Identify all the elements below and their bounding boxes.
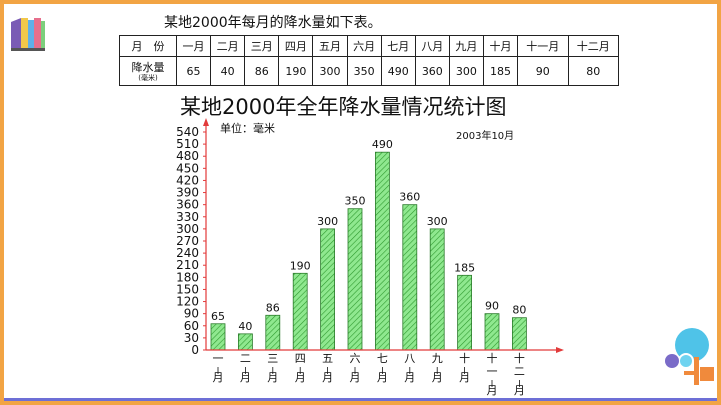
x-tick-label: 三月 <box>267 352 278 384</box>
bar-value-label: 490 <box>372 138 393 151</box>
bar <box>374 151 390 351</box>
bar-value-label: 300 <box>427 215 448 228</box>
x-tick-label: 五月 <box>322 352 333 384</box>
month-cell: 八月 <box>414 35 450 57</box>
x-tick-label: 六月 <box>350 352 361 384</box>
y-tick-label: 510 <box>176 137 199 151</box>
bar-value-label: 190 <box>290 259 311 272</box>
chart-title: 某地2000年全年降水量情况统计图 <box>180 95 506 119</box>
slide: 某地2000年每月的降水量如下表。 月 份 一月 二月 三月 四月 五月 六月 七月 八月 九月… <box>4 4 717 401</box>
month-cell: 十一月 <box>517 35 569 57</box>
y-tick-label: 210 <box>176 258 199 272</box>
bar <box>292 272 308 351</box>
x-tick-label: 一月 <box>213 352 224 384</box>
bar-value-label: 80 <box>512 304 526 317</box>
y-tick-label: 180 <box>176 270 199 284</box>
y-axis-arrow <box>203 118 209 126</box>
rainfall-bar-chart: 某地2000年全年降水量情况统计图 单位：毫米 2003年10月 0306090… <box>176 95 564 397</box>
y-tick-label: 150 <box>176 282 199 296</box>
y-tick-label: 330 <box>176 210 199 224</box>
bar <box>457 274 473 351</box>
value-cell: 40 <box>210 56 246 86</box>
x-tick-label: 十二月 <box>514 351 525 397</box>
x-tick-label: 十月 <box>459 351 470 384</box>
y-tick-label: 450 <box>176 161 199 175</box>
books-icon <box>11 18 45 51</box>
bar <box>210 323 226 351</box>
y-tick-label: 360 <box>176 198 199 212</box>
bar <box>320 228 336 351</box>
bars: 65 40 86 190 300 350 490 360 300 185 90 80 <box>210 138 527 351</box>
bar <box>347 208 363 351</box>
tree-decoration <box>665 328 714 385</box>
bar-value-label: 185 <box>454 261 475 274</box>
y-tick-label: 390 <box>176 186 199 200</box>
y-tick-label: 120 <box>176 295 199 309</box>
bar-value-label: 90 <box>485 300 499 313</box>
value-cell: 300 <box>312 56 348 86</box>
value-unit-label: (毫米) <box>138 73 158 82</box>
y-tick-label: 30 <box>184 331 199 345</box>
x-tick-label: 四月 <box>295 352 306 384</box>
bar <box>265 314 281 351</box>
unit-label: 单位：毫米 <box>220 121 275 135</box>
x-tick-label: 二月 <box>240 352 251 384</box>
y-tick-label: 420 <box>176 173 199 187</box>
y-tick-label: 60 <box>184 319 199 333</box>
bar <box>429 228 445 351</box>
value-cell: 190 <box>278 56 314 86</box>
bar-value-label: 350 <box>345 195 366 208</box>
month-cell: 七月 <box>380 35 416 57</box>
date-label: 2003年10月 <box>456 129 514 142</box>
value-cell: 300 <box>448 56 484 86</box>
x-tick-label: 七月 <box>377 352 388 384</box>
bar-value-label: 40 <box>238 320 252 333</box>
bar-value-label: 65 <box>211 310 225 323</box>
value-cell: 360 <box>414 56 450 86</box>
bar-value-label: 86 <box>266 301 280 314</box>
month-cell: 三月 <box>244 35 280 57</box>
bar <box>511 317 527 351</box>
value-cell: 350 <box>346 56 382 86</box>
y-tick-label: 300 <box>176 222 199 236</box>
value-cell: 80 <box>567 56 620 86</box>
y-tick-label: 270 <box>176 234 199 248</box>
bar-value-label: 360 <box>399 191 420 204</box>
y-tick-label: 90 <box>184 307 199 321</box>
bar <box>402 204 418 351</box>
x-tick-label: 十一月 <box>487 351 498 397</box>
x-axis-arrow <box>556 347 564 353</box>
y-axis: 0306090120150180210240270300330360390420… <box>176 118 209 357</box>
intro-text: 某地2000年每月的降水量如下表。 <box>164 15 382 31</box>
rainfall-table: 月 份 一月 二月 三月 四月 五月 六月 七月 八月 九月 十月 十一月 十二月 降水量 (毫米) … <box>119 35 620 86</box>
value-header-cell: 降水量 (毫米) <box>119 56 177 86</box>
bar-value-label: 300 <box>317 215 338 228</box>
x-tick-label: 八月 <box>404 352 415 384</box>
value-cell: 185 <box>482 56 519 86</box>
bar <box>484 313 500 351</box>
y-tick-label: 480 <box>176 149 199 163</box>
bar <box>237 333 253 351</box>
value-cell: 86 <box>244 56 280 86</box>
y-tick-label: 240 <box>176 246 199 260</box>
x-tick-label: 九月 <box>432 352 443 384</box>
y-tick-label: 540 <box>176 125 199 139</box>
value-header-label: 降水量 <box>131 60 165 74</box>
y-tick-label: 0 <box>191 343 199 357</box>
